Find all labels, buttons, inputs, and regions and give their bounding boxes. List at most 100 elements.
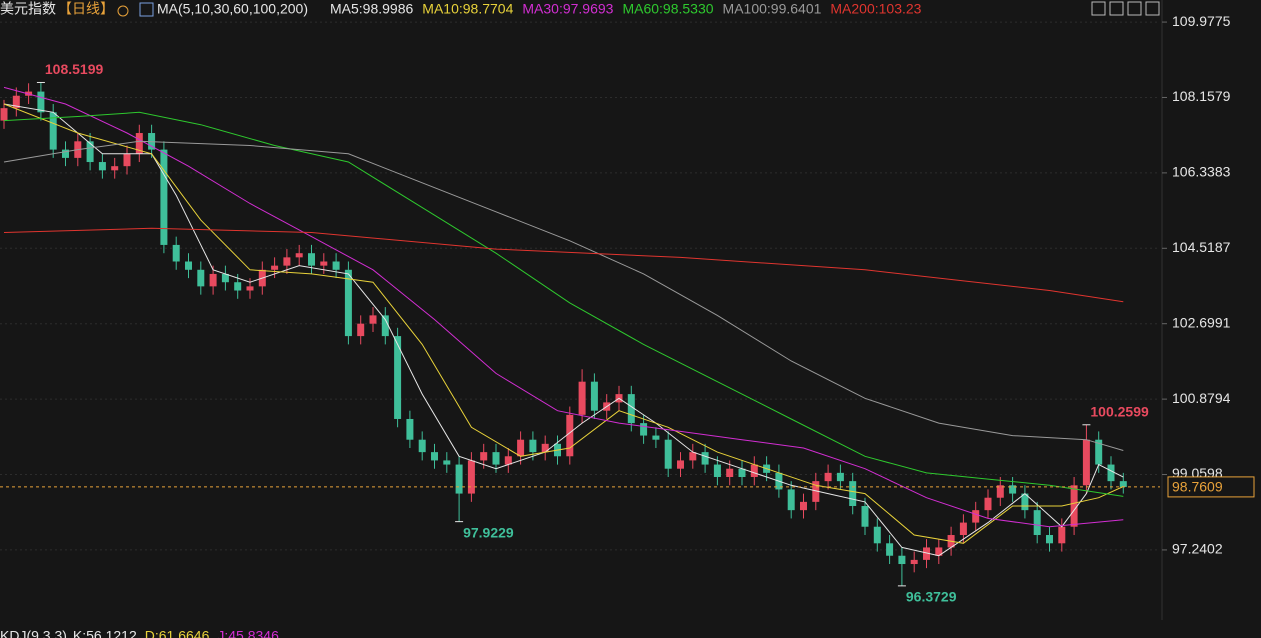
candle-body [344, 269, 352, 337]
candle-body [972, 510, 980, 523]
icon[interactable] [1109, 1, 1124, 16]
candle-body [935, 547, 943, 556]
candle-body [1021, 493, 1029, 511]
candle-body [98, 162, 106, 171]
candle-body [800, 501, 807, 511]
period: 【日线】 [58, 1, 114, 17]
candle-body [677, 460, 684, 469]
candle-body [160, 149, 168, 245]
ma-line [3, 103, 1124, 557]
candle-body [886, 543, 894, 556]
subchart-item: K:56.1212 [73, 628, 137, 638]
candle-body [1058, 526, 1066, 544]
candle-body [185, 261, 192, 270]
candle-body [627, 394, 635, 424]
legend-entry: MA200:103.23 [830, 1, 921, 17]
icon[interactable] [117, 5, 129, 17]
subchart-item: J:45.8346 [217, 628, 279, 638]
candle-body [959, 522, 967, 536]
icon[interactable] [1145, 1, 1160, 16]
y-tick-label: 108.1579 [1172, 88, 1231, 104]
candle-body [234, 282, 242, 291]
y-tick-label: 97.2402 [1172, 541, 1223, 557]
candle-body [910, 559, 918, 565]
y-tick-label: 109.9775 [1172, 13, 1231, 29]
candle-body [418, 439, 426, 453]
candle-body [357, 323, 365, 337]
candle-body [1107, 464, 1115, 482]
candle-body [431, 452, 438, 461]
candle-body [898, 555, 906, 565]
candle-body [62, 149, 69, 158]
candle-body [689, 452, 697, 461]
candle-body [308, 253, 315, 266]
candle-body [1009, 485, 1017, 494]
candle-body [443, 460, 451, 465]
candle-body [271, 265, 279, 270]
candle-body [849, 481, 857, 507]
candle-body [381, 315, 389, 337]
candle-body [566, 414, 574, 457]
candle-body [135, 133, 143, 154]
icon[interactable] [1127, 1, 1142, 16]
ma-line [3, 140, 1124, 451]
annotation: 97.9229 [463, 524, 514, 540]
candle-body [738, 468, 746, 477]
legend-entry: MA10:98.7704 [422, 1, 513, 17]
y-tick-label: 102.6991 [1172, 314, 1231, 330]
candle-body [111, 166, 119, 171]
candle-body [332, 261, 340, 270]
last-price-box [1167, 476, 1255, 498]
candle-body [455, 464, 463, 494]
candle-body [541, 443, 549, 453]
candle-body [1082, 439, 1090, 486]
chart-title: 美元指数 [0, 1, 56, 17]
candle-body [824, 472, 832, 482]
candle-body [713, 464, 721, 477]
candle-body [1033, 510, 1041, 536]
candle-body [406, 418, 414, 440]
subchart-name: KDJ(9,3,3) [0, 628, 67, 638]
candle-body [320, 261, 328, 266]
legend-entry: MA5:98.9986 [330, 1, 413, 17]
candle-body [1095, 439, 1103, 465]
candle-body [652, 435, 660, 440]
candle-body [517, 439, 525, 457]
candle-body [221, 273, 229, 283]
candle-body [726, 468, 734, 477]
candle-body [578, 381, 586, 415]
candle-body [283, 257, 291, 266]
candle-body [12, 95, 20, 109]
candle-body [873, 526, 881, 544]
candle-body [996, 485, 1004, 498]
y-tick-label: 106.3383 [1172, 164, 1231, 180]
candle-body [86, 141, 94, 163]
ma-line [3, 111, 1124, 497]
candle-body [750, 464, 758, 477]
candle-body [590, 381, 598, 411]
candle-body [209, 273, 217, 287]
legend-entry: MA30:97.9693 [522, 1, 613, 17]
last-price-label: 98.7609 [1172, 479, 1223, 495]
candle-body [504, 456, 512, 465]
candle-body [394, 336, 402, 419]
annotation: 108.5199 [45, 61, 104, 77]
candle-body [1070, 485, 1078, 527]
candle-body [701, 452, 709, 465]
candle-body [172, 244, 180, 262]
candle-body [49, 112, 57, 150]
icon[interactable] [1091, 1, 1106, 16]
candle-body [467, 460, 475, 494]
candle-body [923, 547, 930, 560]
candle-body [1119, 481, 1127, 487]
toolbar-icons[interactable] [1091, 1, 1160, 16]
candle-body [1046, 535, 1053, 544]
candle-body [246, 286, 254, 291]
candle-body [37, 91, 45, 113]
ma-line [3, 86, 1124, 528]
candle-body [480, 452, 488, 461]
legend-entry: MA100:99.6401 [723, 1, 822, 17]
candle-body [197, 269, 205, 287]
candle-body [836, 472, 844, 482]
candle-body [984, 497, 992, 511]
